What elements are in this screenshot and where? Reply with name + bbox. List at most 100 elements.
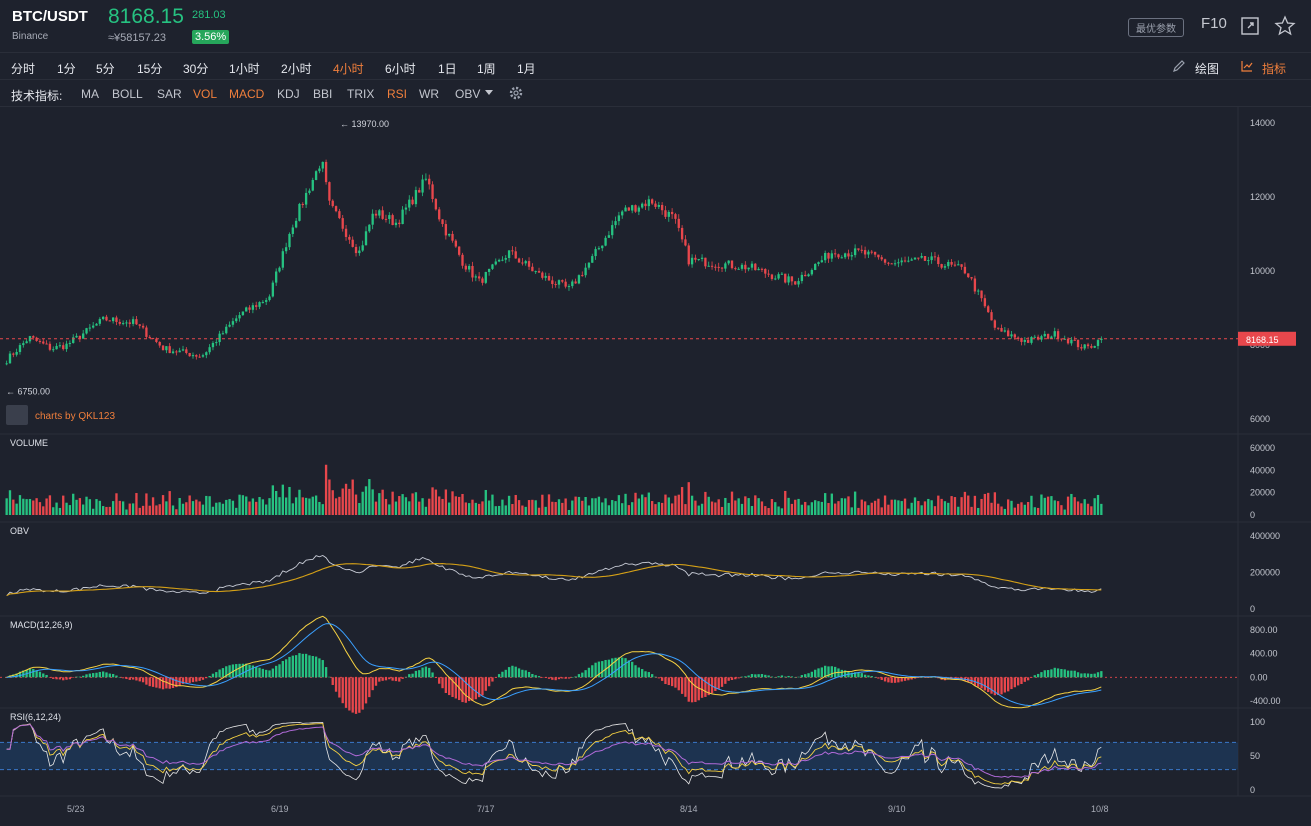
candle-body (92, 325, 95, 328)
macd-histogram-bar (833, 666, 837, 678)
draw-button[interactable]: 绘图 (1195, 62, 1220, 76)
macd-histogram-bar (1036, 673, 1040, 678)
volume-bar (591, 498, 594, 515)
indicator-icon[interactable] (1240, 59, 1254, 73)
macd-histogram-bar (288, 656, 291, 678)
tf-item[interactable]: 15分 (137, 62, 163, 76)
volume-bar (444, 489, 448, 515)
macd-histogram-bar (637, 667, 641, 678)
macd-histogram-bar (314, 656, 318, 678)
indicator-item-active[interactable]: RSI (387, 87, 408, 101)
macd-histogram-bar (1060, 669, 1063, 678)
macd-histogram-bar (398, 677, 401, 682)
candle-body (1050, 336, 1053, 339)
tf-item-active[interactable]: 4小时 (333, 62, 364, 76)
volume-bar (265, 504, 268, 515)
candle-body (181, 349, 185, 351)
tf-item[interactable]: 1小时 (229, 62, 260, 76)
indicator-button[interactable]: 指标 (1262, 62, 1287, 76)
volume-bar (697, 505, 700, 515)
candle-body (554, 284, 557, 286)
tf-item[interactable]: 30分 (183, 62, 209, 76)
candle-body (900, 260, 903, 263)
indicator-item-active[interactable]: MACD (229, 87, 265, 101)
candle-body (448, 233, 451, 236)
volume-bar (255, 501, 258, 515)
candle-body (764, 269, 767, 274)
volume-bar (235, 507, 238, 515)
volume-bar (471, 499, 474, 515)
macd-histogram-bar (977, 677, 980, 687)
indicator-item[interactable]: TRIX (347, 87, 375, 101)
candle-body (607, 235, 611, 238)
macd-histogram-bar (1066, 670, 1070, 678)
panel-title: MACD(12,26,9) (10, 620, 73, 630)
volume-bar (261, 499, 265, 515)
candle-body (967, 273, 970, 278)
indicator-item[interactable]: BBI (313, 87, 333, 101)
indicator-item[interactable]: OBV (455, 87, 481, 101)
indicator-item[interactable]: BOLL (112, 87, 143, 101)
macd-histogram-bar (125, 677, 128, 680)
macd-histogram-bar (35, 670, 38, 678)
fullscreen-icon[interactable] (1240, 16, 1260, 36)
chart-area[interactable]: 60008000100001200014000← 13970.00← 6750.… (0, 107, 1311, 826)
macd-histogram-bar (115, 675, 118, 678)
star-icon[interactable] (1274, 15, 1296, 37)
candle-body (770, 274, 774, 279)
volume-bar (115, 493, 118, 515)
macd-histogram-bar (231, 664, 235, 678)
indicator-item[interactable]: WR (419, 87, 439, 101)
macd-histogram-bar (654, 676, 657, 678)
tf-item[interactable]: 1周 (477, 62, 496, 76)
tf-item[interactable]: 1日 (438, 62, 457, 76)
volume-bar (25, 499, 28, 515)
candle-body (428, 178, 431, 185)
volume-bar (1050, 496, 1053, 515)
tf-item[interactable]: 5分 (96, 62, 115, 76)
volume-bar (1030, 495, 1033, 515)
best-params-button[interactable]: 最优参数 (1128, 18, 1184, 37)
candle-body (284, 247, 288, 252)
tf-item[interactable]: 2小时 (281, 62, 312, 76)
candle-body (1096, 340, 1100, 346)
volume-bar (434, 489, 438, 515)
candle-body (574, 281, 577, 284)
indicator-item[interactable]: MA (81, 87, 99, 101)
volume-bar (850, 507, 853, 515)
candle-body (301, 203, 304, 205)
macd-histogram-bar (591, 665, 594, 678)
indicator-item[interactable]: KDJ (277, 87, 300, 101)
indicator-item[interactable]: SAR (157, 87, 182, 101)
macd-histogram-bar (1090, 673, 1093, 678)
gear-icon[interactable] (508, 85, 524, 101)
tf-item[interactable]: 6小时 (385, 62, 416, 76)
pencil-icon[interactable] (1172, 59, 1186, 73)
f10-button[interactable]: F10 (1201, 15, 1227, 32)
volume-bar (1076, 501, 1080, 515)
macd-dea-line (6, 623, 1102, 707)
candle-body (161, 345, 165, 351)
volume-bar (42, 506, 45, 515)
candle-body (8, 353, 12, 364)
macd-histogram-bar (95, 672, 98, 678)
candle-body (587, 262, 591, 268)
candle-body (814, 263, 817, 270)
indicator-item-active[interactable]: VOL (193, 87, 218, 101)
candle-body (997, 327, 1000, 329)
y-tick-label: 20000 (1250, 488, 1275, 498)
tf-item[interactable]: 分时 (11, 62, 36, 76)
tf-item[interactable]: 1月 (517, 62, 536, 76)
macd-histogram-bar (903, 677, 907, 681)
tf-item[interactable]: 1分 (57, 62, 76, 76)
volume-bar (710, 501, 714, 515)
volume-bar (75, 499, 78, 515)
volume-bar (707, 496, 710, 515)
dropdown-arrow-icon[interactable] (485, 90, 493, 96)
macd-histogram-bar (62, 677, 65, 681)
x-tick-label: 7/17 (477, 804, 495, 814)
volume-bar (597, 496, 601, 515)
volume-bar (145, 493, 148, 515)
macd-histogram-bar (454, 677, 458, 699)
volume-bar (378, 493, 381, 515)
